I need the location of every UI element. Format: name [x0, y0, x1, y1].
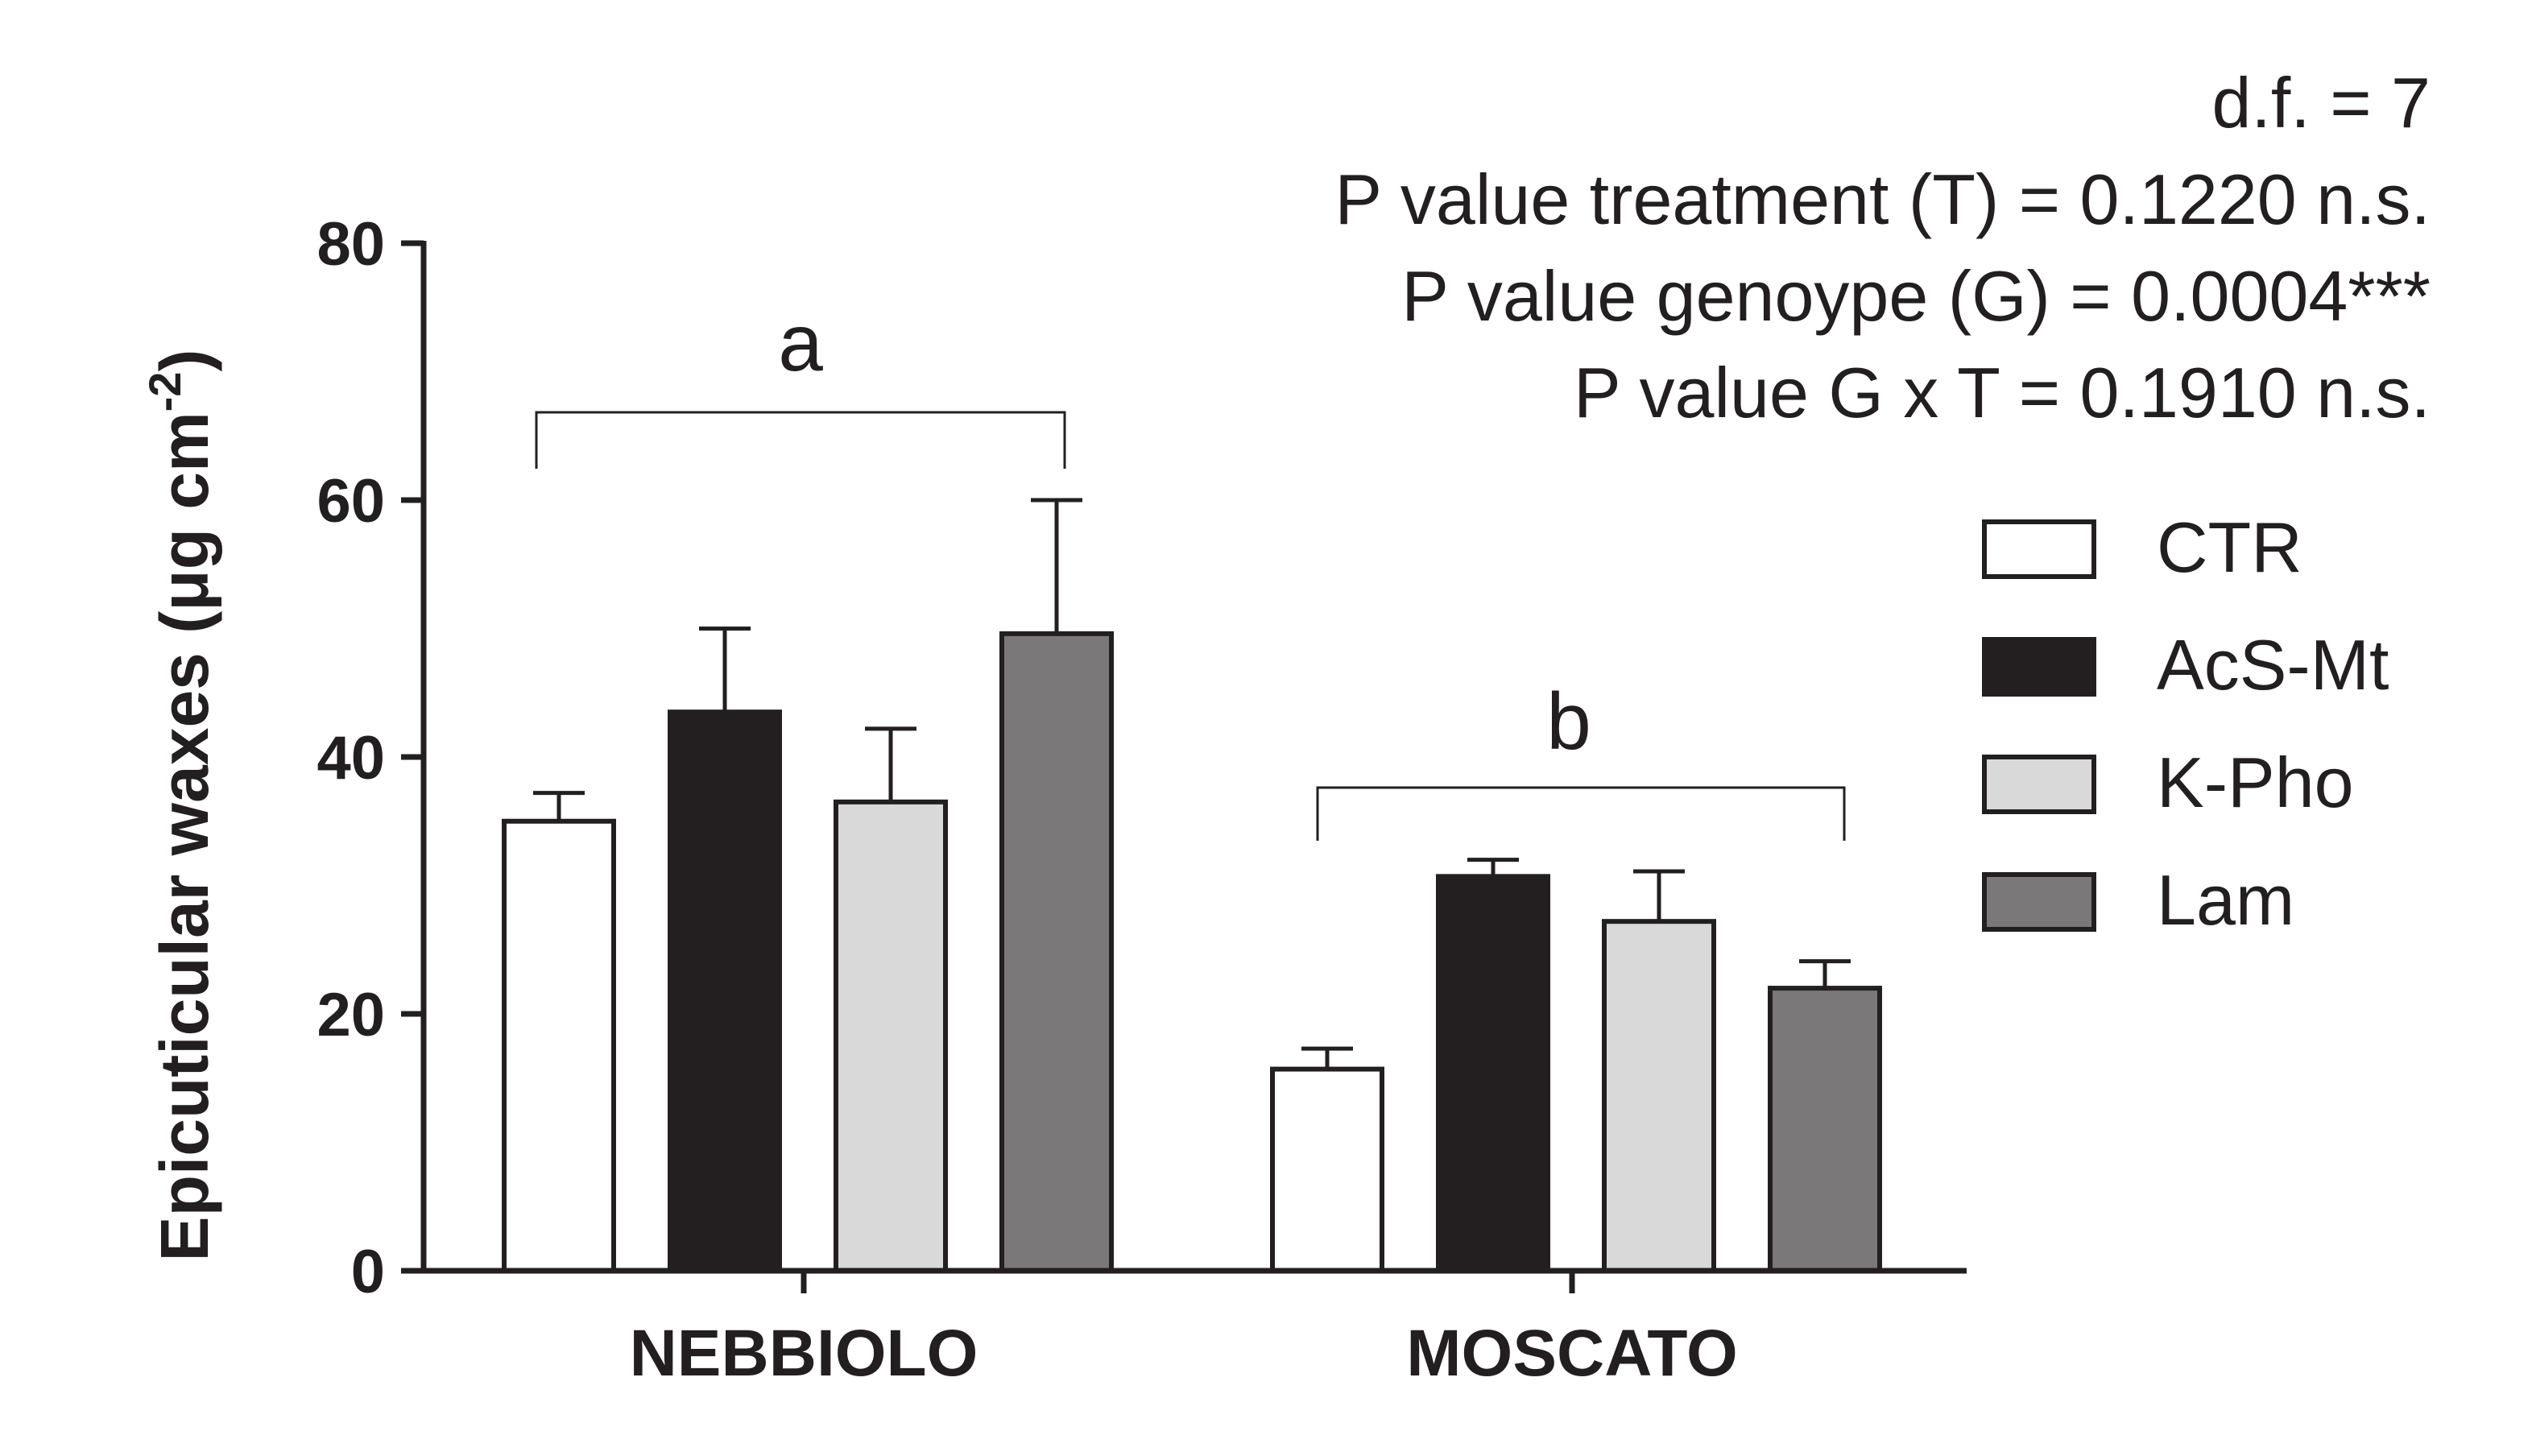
- plot-area: 0 20 40 60 80 NEBBIOLO MOSCATO a b: [316, 210, 1967, 1390]
- bar-lam-moscato: [1768, 986, 1882, 1273]
- y-tick-label: 60: [316, 467, 385, 536]
- significance-letter: a: [778, 298, 823, 388]
- annotation-df: d.f. = 7: [2211, 63, 2431, 143]
- annotation-p-interaction: P value G x T = 0.1910 n.s.: [1574, 353, 2431, 432]
- legend-swatch-lam: [1982, 872, 2096, 932]
- bar-lam-nebbiolo: [999, 631, 1114, 1273]
- y-tick-label: 0: [351, 1238, 385, 1306]
- legend-label-acs-mt: AcS-Mt: [2157, 625, 2389, 705]
- bar-acs-mt-nebbiolo: [668, 709, 782, 1273]
- legend-label-ctr: CTR: [2157, 507, 2302, 587]
- bar-ctr-moscato: [1270, 1066, 1384, 1273]
- legend-swatch-acs-mt: [1982, 637, 2096, 697]
- x-category-label: MOSCATO: [1406, 1317, 1738, 1390]
- x-category-label: NEBBIOLO: [630, 1317, 978, 1390]
- bar-k-pho-nebbiolo: [834, 799, 948, 1273]
- y-tick-label: 20: [316, 981, 385, 1049]
- bar-ctr-nebbiolo: [502, 818, 616, 1273]
- significance-bracket: [1316, 786, 1846, 841]
- y-tick-label: 40: [316, 724, 385, 792]
- annotation-p-treatment: P value treatment (T) = 0.1220 n.s.: [1334, 159, 2431, 239]
- y-tick-label: 80: [316, 210, 385, 279]
- bar-acs-mt-moscato: [1436, 874, 1550, 1273]
- legend-label-lam: Lam: [2157, 860, 2294, 940]
- annotation-p-genotype: P value genoype (G) = 0.0004***: [1401, 256, 2431, 336]
- significance-letter: b: [1546, 676, 1591, 767]
- legend-label-k-pho: K-Pho: [2157, 742, 2354, 822]
- y-axis-label: Epicuticular waxes (μg cm-2): [139, 350, 222, 1262]
- significance-bracket: [535, 411, 1066, 469]
- legend-swatch-ctr: [1982, 519, 2096, 579]
- legend-swatch-k-pho: [1982, 755, 2096, 814]
- bar-k-pho-moscato: [1602, 919, 1716, 1274]
- stats-annotations: d.f. = 7 P value treatment (T) = 0.1220 …: [1334, 63, 2431, 432]
- legend: CTR AcS-Mt K-Pho Lam: [1982, 507, 2389, 940]
